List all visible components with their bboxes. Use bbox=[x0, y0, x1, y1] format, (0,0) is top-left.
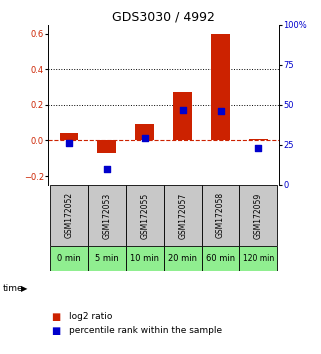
Point bbox=[218, 108, 223, 114]
Bar bbox=[173, 92, 192, 141]
Text: ■: ■ bbox=[51, 326, 61, 336]
Title: GDS3030 / 4992: GDS3030 / 4992 bbox=[112, 11, 215, 24]
Point bbox=[142, 136, 147, 141]
Point bbox=[66, 141, 72, 146]
Point bbox=[104, 166, 109, 172]
Text: 60 min: 60 min bbox=[206, 254, 235, 263]
Bar bbox=[249, 139, 268, 141]
Text: percentile rank within the sample: percentile rank within the sample bbox=[69, 326, 222, 336]
Bar bbox=[88, 246, 126, 271]
Point bbox=[256, 145, 261, 151]
Point bbox=[180, 107, 185, 113]
Text: 10 min: 10 min bbox=[130, 254, 159, 263]
Bar bbox=[164, 185, 202, 246]
Bar bbox=[59, 133, 78, 141]
Text: 120 min: 120 min bbox=[243, 254, 274, 263]
Bar bbox=[97, 141, 116, 153]
Bar bbox=[164, 246, 202, 271]
Text: GSM172059: GSM172059 bbox=[254, 192, 263, 239]
Text: GSM172058: GSM172058 bbox=[216, 192, 225, 239]
Bar bbox=[88, 185, 126, 246]
Text: log2 ratio: log2 ratio bbox=[69, 312, 112, 321]
Bar bbox=[50, 246, 88, 271]
Text: GSM172057: GSM172057 bbox=[178, 192, 187, 239]
Text: time: time bbox=[3, 284, 24, 293]
Bar bbox=[239, 246, 277, 271]
Text: ■: ■ bbox=[51, 312, 61, 322]
Bar bbox=[211, 34, 230, 141]
Text: GSM172052: GSM172052 bbox=[65, 192, 74, 239]
Bar bbox=[202, 185, 239, 246]
Text: 5 min: 5 min bbox=[95, 254, 119, 263]
Bar bbox=[135, 124, 154, 141]
Bar bbox=[239, 185, 277, 246]
Bar bbox=[50, 185, 88, 246]
Bar bbox=[202, 246, 239, 271]
Bar bbox=[126, 246, 164, 271]
Text: GSM172053: GSM172053 bbox=[102, 192, 111, 239]
Text: ▶: ▶ bbox=[21, 284, 27, 293]
Bar bbox=[126, 185, 164, 246]
Text: 20 min: 20 min bbox=[168, 254, 197, 263]
Text: 0 min: 0 min bbox=[57, 254, 81, 263]
Text: GSM172055: GSM172055 bbox=[140, 192, 149, 239]
